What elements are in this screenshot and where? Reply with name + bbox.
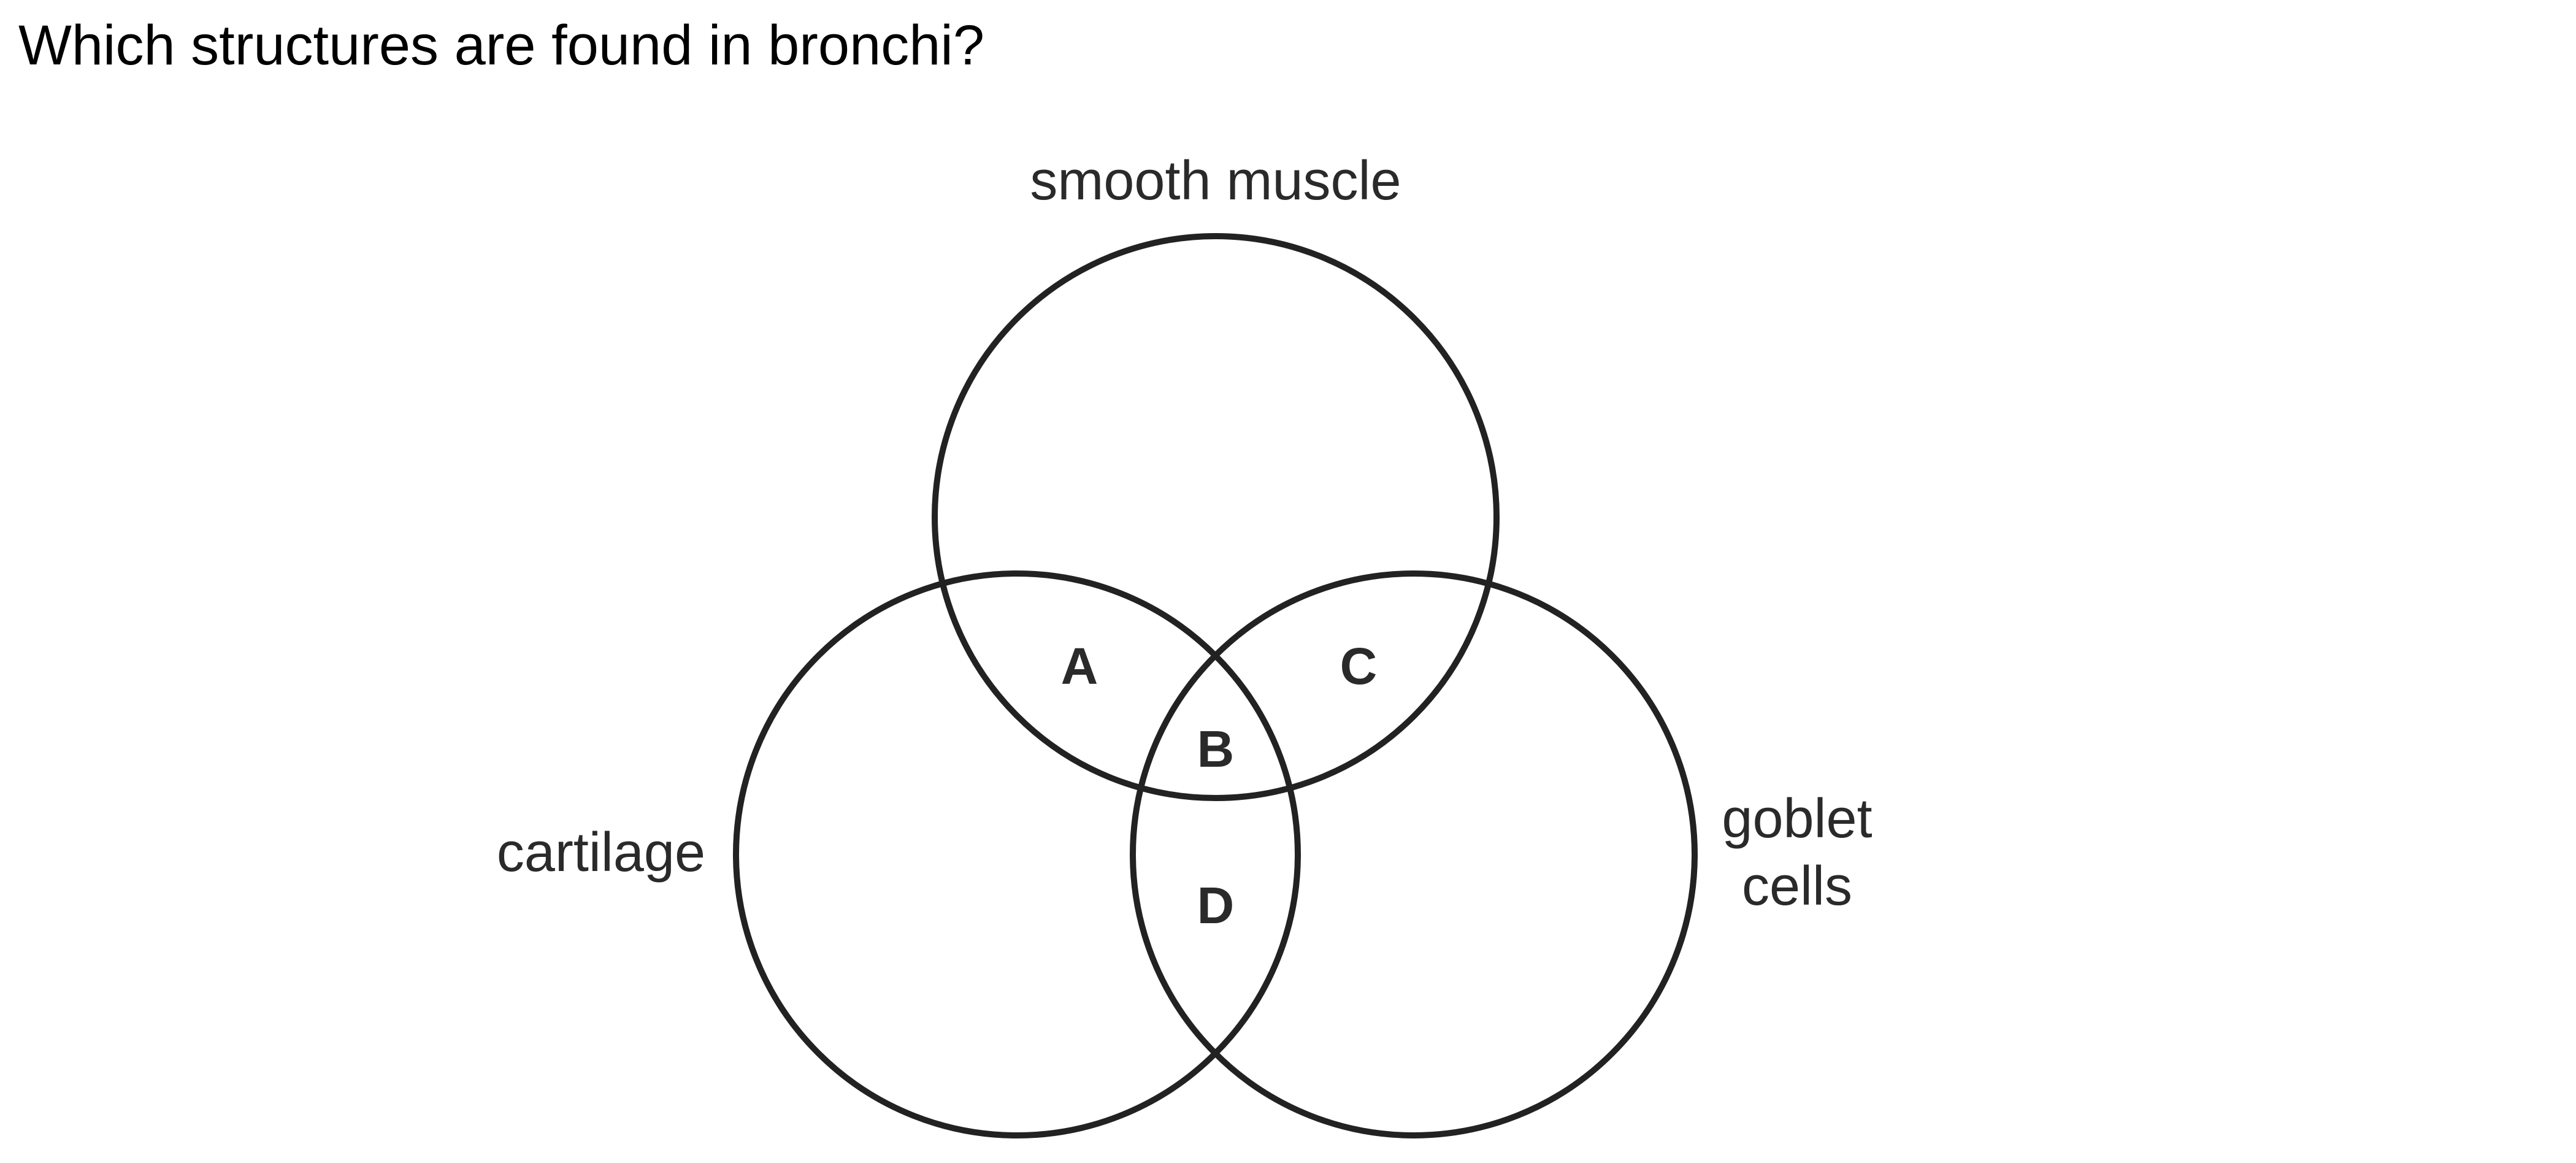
goblet-cells-circle (1130, 570, 1698, 1138)
region-c-label: C (1340, 637, 1378, 695)
goblet-cells-label-line2: cells (1742, 856, 1852, 917)
question-text: Which structures are found in bronchi? (18, 14, 985, 77)
cartilage-label: cartilage (497, 822, 705, 883)
smooth-muscle-label: smooth muscle (1030, 150, 1401, 212)
cartilage-circle (733, 570, 1301, 1138)
region-d-label: D (1197, 877, 1235, 934)
region-b-label: B (1197, 720, 1235, 778)
goblet-cells-label-line1: goblet (1722, 788, 1872, 850)
region-a-label: A (1061, 637, 1098, 695)
smooth-muscle-circle (932, 233, 1500, 801)
